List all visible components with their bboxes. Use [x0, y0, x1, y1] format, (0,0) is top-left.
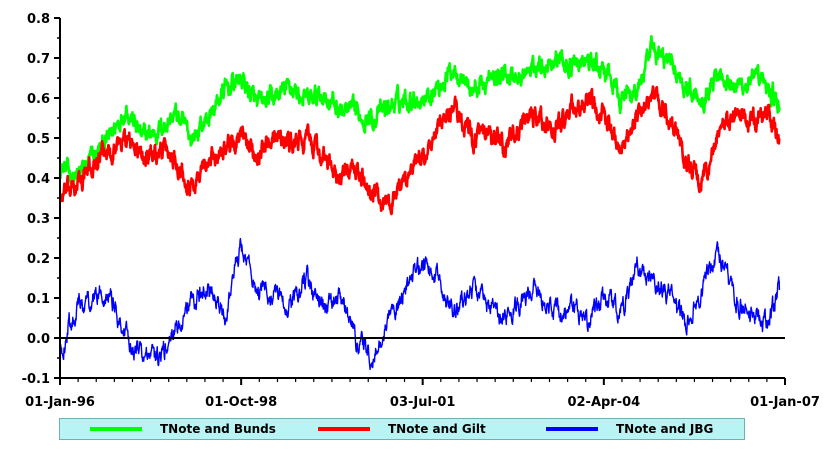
legend-label-bunds: TNote and Bunds — [160, 422, 276, 436]
series-line-jbg — [59, 237, 781, 371]
legend-swatch-bunds — [90, 427, 142, 431]
legend-item-bunds: TNote and Bunds — [60, 422, 288, 436]
x-tick-label: 01-Jan-96 — [25, 395, 95, 410]
x-tick-label: 03-Jul-01 — [390, 395, 456, 410]
y-tick-label: 0.7 — [27, 52, 50, 67]
series-layer — [58, 35, 781, 371]
legend-item-jbg: TNote and JBG — [516, 422, 744, 436]
x-tick-label: 01-Jan-07 — [750, 395, 820, 410]
y-tick-label: 0.3 — [27, 212, 50, 227]
legend-label-gilt: TNote and Gilt — [388, 422, 486, 436]
y-tick-label: -0.1 — [22, 372, 50, 387]
x-tick-label: 02-Apr-04 — [567, 395, 640, 410]
y-tick-label: 0.4 — [27, 172, 50, 187]
y-tick-label: 0.0 — [27, 332, 50, 347]
series-line-bunds — [58, 35, 781, 185]
y-tick-label: 0.6 — [27, 92, 50, 107]
legend-item-gilt: TNote and Gilt — [288, 422, 516, 436]
y-tick-layer: -0.1 0.0 0.1 0.2 0.3 0.4 0.5 0.6 0.7 0.8 — [22, 12, 60, 387]
y-tick-label: 0.1 — [27, 292, 50, 307]
legend-swatch-gilt — [318, 427, 370, 431]
series-line-gilt — [58, 85, 781, 216]
legend-label-jbg: TNote and JBG — [616, 422, 714, 436]
y-tick-label: 0.5 — [27, 132, 50, 147]
legend: TNote and Bunds TNote and Gilt TNote and… — [59, 418, 745, 440]
x-tick-layer: 01-Jan-96 01-Oct-98 03-Jul-01 02-Apr-04 01-J… — [25, 378, 820, 410]
x-tick-label: 01-Oct-98 — [205, 395, 277, 410]
y-tick-label: 0.2 — [27, 252, 50, 267]
y-tick-label: 0.8 — [27, 12, 50, 27]
legend-swatch-jbg — [546, 427, 598, 431]
